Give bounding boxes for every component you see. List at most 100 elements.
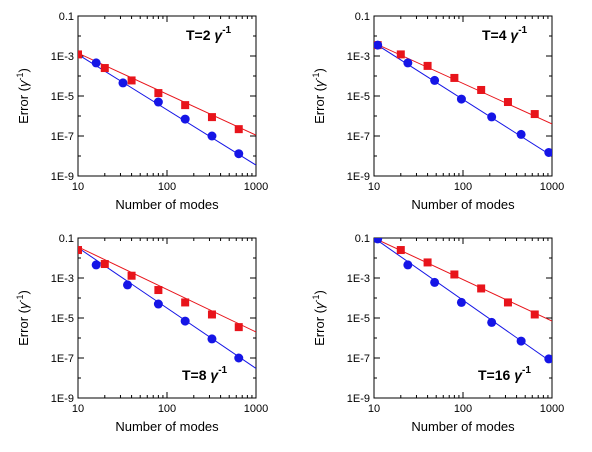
plot-frame	[77, 15, 257, 177]
data-point-square	[396, 246, 405, 255]
data-point-circle	[487, 112, 497, 122]
data-point-circle	[516, 129, 526, 139]
data-point-circle	[516, 336, 526, 346]
data-point-circle	[91, 58, 101, 68]
x-axis-title: Number of modes	[115, 197, 219, 212]
data-point-circle	[403, 58, 413, 68]
data-point-square	[234, 125, 243, 134]
y-axis-title-text: Error (	[16, 308, 31, 346]
x-tick-label: 1000	[244, 403, 268, 415]
data-point-circle	[234, 149, 244, 159]
y-tick-label: 1E-9	[51, 171, 74, 183]
data-point-circle	[544, 354, 552, 364]
x-tick-label: 100	[454, 403, 472, 415]
y-tick-label: 1E-7	[347, 353, 370, 365]
y-axis-title-close: )	[16, 68, 31, 72]
y-axis-title-text: Error (	[312, 308, 327, 346]
y-axis-title-sup: -1	[15, 72, 25, 80]
data-point-square	[477, 284, 486, 293]
y-tick-label: 1E-7	[347, 131, 370, 143]
series-group	[78, 50, 256, 166]
data-point-square	[423, 258, 432, 267]
y-axis-title-sup: -1	[311, 72, 321, 80]
y-tick-label: 1E-9	[347, 393, 370, 405]
chart-panel-1: 10 100 1000 1E-9 1E-7 1E-5 1E-3 0.1 Number of mo…	[15, 11, 268, 212]
plot-frame	[373, 15, 553, 177]
x-tick-label: 10	[72, 181, 84, 193]
data-point-circle	[207, 131, 217, 141]
series-group	[78, 246, 256, 369]
panel-label-gamma: γ	[210, 367, 219, 383]
data-point-square	[78, 246, 82, 255]
panel-label-gamma: γ	[214, 27, 223, 43]
y-tick-label: 1E-9	[51, 393, 74, 405]
y-axis-title: Error (γ-1)	[15, 290, 31, 346]
data-point-circle	[374, 40, 383, 50]
panel-label: T=8 γ-1	[182, 365, 228, 383]
panel-label: T=2 γ-1	[186, 25, 232, 43]
y-axis-title-sup: -1	[311, 294, 321, 302]
y-axis-title-sup: -1	[15, 294, 25, 302]
y-axis-title-close: )	[16, 290, 31, 294]
data-point-square	[100, 260, 109, 269]
y-tick-label: 1E-5	[347, 91, 370, 103]
y-tick-label: 0.1	[59, 233, 74, 245]
data-point-square	[234, 323, 243, 332]
data-point-circle	[456, 297, 466, 307]
data-point-square	[207, 310, 216, 319]
x-axis-title: Number of modes	[411, 419, 515, 434]
x-tick-label: 1000	[540, 403, 564, 415]
series-group	[374, 40, 552, 157]
data-point-circle	[91, 260, 101, 270]
data-point-square	[530, 310, 539, 319]
y-tick-label: 1E-3	[51, 273, 74, 285]
data-point-circle	[430, 277, 440, 287]
panel-label-text: T=8	[182, 367, 210, 383]
data-point-circle	[544, 147, 552, 157]
x-tick-label: 1000	[540, 181, 564, 193]
panel-label-sup: -1	[222, 25, 231, 36]
chart-panel-3: 10 100 1000 1E-9 1E-7 1E-5 1E-3 0.1 Number of mo…	[15, 233, 268, 434]
x-tick-label: 10	[368, 403, 380, 415]
data-point-square	[207, 113, 216, 122]
data-point-square	[154, 286, 163, 295]
panel-label-sup: -1	[518, 25, 527, 36]
data-point-circle	[123, 280, 133, 290]
data-point-square	[127, 76, 136, 85]
y-tick-label: 1E-3	[347, 273, 370, 285]
y-tick-label: 0.1	[59, 11, 74, 23]
panel-label: T=16 γ-1	[478, 365, 531, 383]
plot-frame	[373, 237, 553, 399]
data-point-square	[477, 85, 486, 94]
data-point-square	[423, 61, 432, 70]
panel-label-sup: -1	[218, 365, 227, 376]
y-axis-title-close: )	[312, 290, 327, 294]
y-tick-label: 1E-9	[347, 171, 370, 183]
y-tick-label: 0.1	[355, 11, 370, 23]
data-point-circle	[153, 299, 163, 309]
x-axis-title: Number of modes	[115, 419, 219, 434]
y-tick-label: 1E-3	[347, 51, 370, 63]
x-tick-label: 100	[158, 181, 176, 193]
data-point-circle	[180, 114, 190, 124]
data-point-square	[154, 89, 163, 98]
panel-label-text: T=2	[186, 27, 214, 43]
panel-label-gamma: γ	[514, 367, 523, 383]
data-point-circle	[207, 334, 217, 344]
y-tick-label: 1E-7	[51, 353, 74, 365]
data-point-circle	[456, 94, 466, 104]
x-tick-label: 10	[368, 181, 380, 193]
x-axis-title: Number of modes	[411, 197, 515, 212]
data-point-circle	[153, 97, 163, 107]
y-axis-title: Error (γ-1)	[15, 68, 31, 124]
data-point-square	[396, 50, 405, 59]
y-axis-title-gamma: γ	[16, 79, 31, 87]
data-point-square	[503, 98, 512, 107]
y-tick-label: 1E-5	[347, 313, 370, 325]
y-axis-title-gamma: γ	[312, 301, 327, 309]
data-point-circle	[234, 353, 244, 363]
data-point-square	[181, 101, 190, 110]
panel-label-gamma: γ	[510, 27, 519, 43]
x-tick-label: 100	[158, 403, 176, 415]
